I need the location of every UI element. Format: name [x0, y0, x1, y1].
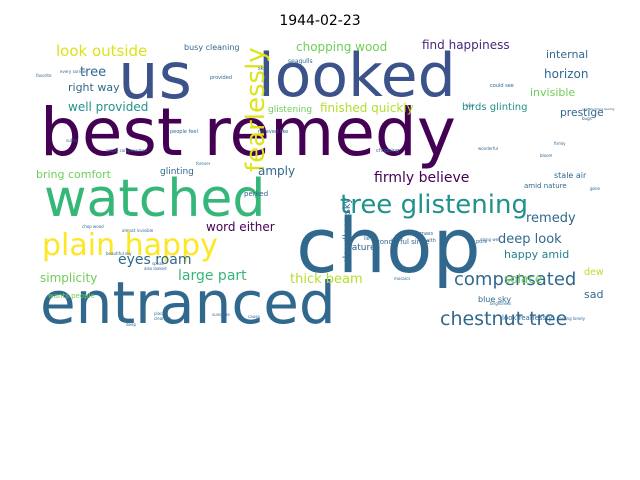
word-bring-comfort: bring comfort: [36, 168, 112, 181]
word-dew: dew: [584, 267, 604, 278]
word-word-either: word either: [206, 220, 275, 234]
word-watched: watched: [44, 169, 265, 229]
word-mosaics: mosaics: [394, 276, 410, 281]
word-lie: lie: [364, 236, 370, 242]
word-forever: forever: [196, 161, 211, 166]
word-firmly-believe: firmly believe: [374, 170, 469, 186]
word-tree-glistening: tree glistening: [340, 190, 528, 220]
word-us: us: [118, 40, 192, 114]
word-gone: gone: [590, 186, 601, 191]
word-birds-glinting: birds glinting: [462, 102, 527, 113]
word-chopping-wood: chopping wood: [296, 40, 387, 54]
word-glistening: glistening: [268, 105, 312, 115]
word-best-remedy: best remedy: [40, 94, 456, 171]
word-overwhelming-feeling: overwhelming feeling: [582, 107, 615, 111]
word-bugs: bugs: [582, 116, 592, 121]
word-horizon: horizon: [544, 67, 588, 81]
word-also-looked: also looked: [144, 266, 167, 271]
word-internal: internal: [546, 48, 588, 61]
word-mass: mass: [420, 231, 434, 237]
word-relieved-like: relieved like: [258, 129, 288, 135]
word-large-part: large part: [178, 268, 247, 284]
word-amid-nature: amid nature: [524, 182, 567, 190]
word-beautiful-sky: beautiful sky: [106, 251, 132, 256]
word-seagulls: seagulls: [288, 58, 313, 65]
word-place: place: [154, 311, 165, 316]
word-pure: pure: [476, 239, 487, 245]
word-remedy: remedy: [526, 211, 576, 226]
word-compensated: compensated: [454, 269, 576, 290]
word-cleaning: cleaning: [154, 316, 171, 321]
word-chop-wood: chop wood: [82, 224, 104, 229]
word-sunshine: sunshine: [212, 312, 230, 317]
word-amply-compensated: amply compensated: [106, 148, 147, 153]
word-provided: provided: [210, 75, 232, 81]
word-along-well: along well: [480, 237, 500, 242]
word-thick-beam: thick beam: [290, 272, 363, 287]
word-perked: perked: [244, 190, 268, 198]
word-sad: sad: [584, 288, 603, 301]
word-health: health: [420, 238, 436, 244]
word-plain-happy: plain happy: [42, 228, 218, 263]
word-people-feel: people feel: [170, 129, 198, 135]
word-look-fearlessly: look fearlessly: [502, 314, 552, 322]
word-firmly: firmly: [554, 141, 566, 146]
word-chopping: chopping: [376, 148, 399, 154]
word-almost-invisible: almost invisible: [122, 228, 154, 233]
word-happy-amid: happy amid: [504, 248, 569, 261]
word-bloom: bloom: [540, 153, 553, 158]
word-amply: amply: [258, 164, 295, 178]
word-entranced: entranced: [40, 269, 336, 337]
word-speak: speak: [152, 261, 165, 266]
word-chop: chop: [296, 201, 481, 290]
word-every-sorrow: every sorrow: [60, 69, 87, 74]
word-busy-cleaning: busy cleaning: [184, 43, 239, 52]
word-fearlessly: fearlessly: [241, 47, 271, 172]
word-look-outside: look outside: [56, 42, 147, 60]
word-glinting: glinting: [160, 167, 194, 177]
word-prestige: prestige: [560, 106, 604, 119]
word-nature: nature: [346, 243, 376, 253]
word-cause: cause: [248, 314, 260, 319]
word-solace: solace: [504, 272, 542, 286]
word-right-way: right way: [68, 81, 120, 94]
word-deep: deep: [126, 322, 136, 327]
word-well-provided: well provided: [68, 100, 148, 114]
chart-title: 1944-02-23: [279, 13, 361, 29]
word-wonderful-since: wonderful since: [374, 238, 429, 246]
word-favorite: favorite: [36, 73, 52, 78]
word-simplicity: simplicity: [40, 271, 97, 285]
word-feel: feel: [466, 103, 473, 108]
word-blue-sky: blue sky: [478, 295, 511, 304]
word-cloudless-sky: cloudless sky: [342, 198, 353, 264]
word-chestnut-tree: chestnut tree: [440, 308, 567, 330]
word-could-see: could see: [490, 83, 514, 89]
word-tree: tree: [80, 65, 106, 80]
word-suffer: suffer: [66, 138, 78, 143]
word-deep-look: deep look: [498, 232, 562, 247]
word-finished-quickly: finished quickly: [320, 101, 414, 115]
word-brightness: brightness: [490, 301, 511, 306]
word-looked: looked: [258, 41, 456, 111]
word-eyes-roam: eyes roam: [118, 252, 192, 268]
word-wonderful: wonderful: [478, 146, 498, 151]
word-wants-people: wants people: [48, 292, 95, 300]
word-sky: sky: [258, 66, 266, 72]
word-feeling-lonely: feeling lonely: [558, 316, 586, 321]
word-invisible: invisible: [530, 86, 575, 99]
word-find-happiness: find happiness: [422, 38, 510, 52]
word-stale-air: stale air: [554, 171, 587, 180]
